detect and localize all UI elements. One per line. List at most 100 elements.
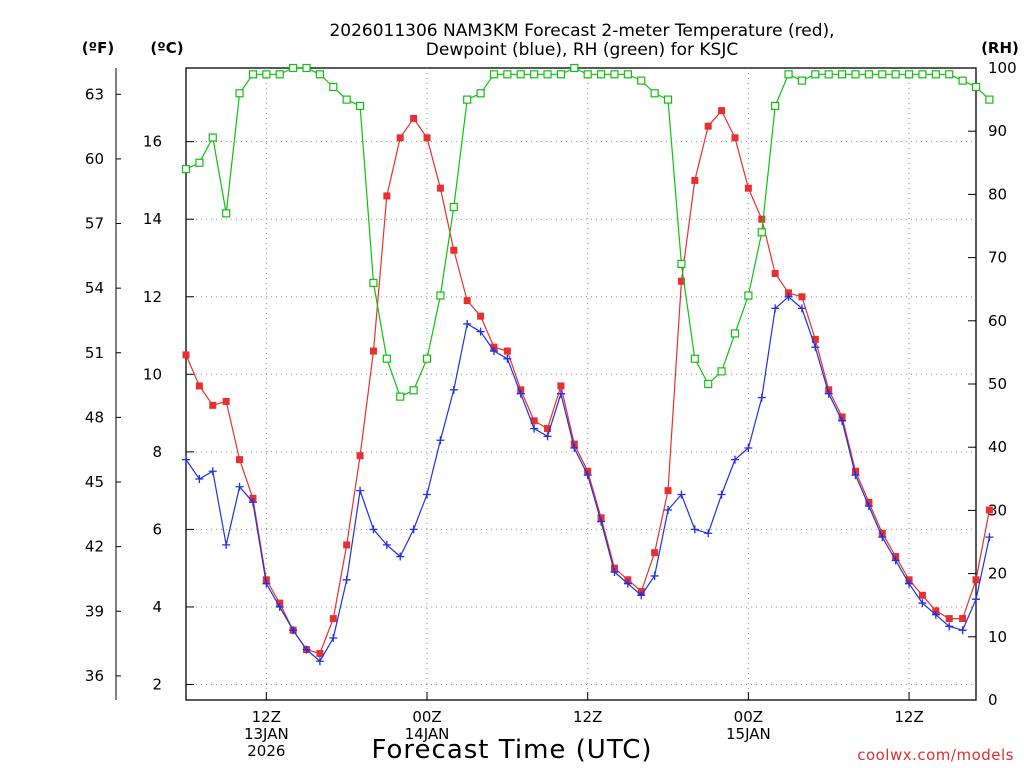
celsius-axis: 2 4 6 8 10 12 14 16 <box>143 133 194 693</box>
temperature-point <box>369 347 377 355</box>
rh-point <box>650 89 659 98</box>
rh-point <box>422 354 432 363</box>
rh-tick-label: 20 <box>988 565 1007 583</box>
dewpoint-point <box>945 622 954 631</box>
dewpoint-point <box>503 354 512 363</box>
dewpoint-point <box>436 436 445 445</box>
rh-tick-label: 0 <box>988 691 998 709</box>
temperature-point <box>718 107 726 115</box>
rh-point <box>262 70 271 79</box>
rh-tick-label: 30 <box>988 501 1007 519</box>
dewpoint-point <box>972 595 980 604</box>
chart-title-line-2: Dewpoint (blue), RH (green) for KSJC <box>426 40 738 60</box>
dewpoint-point <box>851 471 860 480</box>
temperature-point <box>436 184 444 192</box>
temperature-point <box>918 591 926 599</box>
temperature-point <box>316 649 324 657</box>
temperature-point <box>530 417 538 425</box>
rh-point <box>570 63 579 73</box>
dewpoint-point <box>423 490 432 499</box>
rh-point <box>663 95 673 104</box>
rh-point <box>958 76 967 85</box>
temperature-point <box>771 269 779 277</box>
rh-point <box>971 82 981 92</box>
rh-point <box>918 70 927 79</box>
temperature-point <box>758 215 766 223</box>
celsius-tick-label: 2 <box>152 675 162 693</box>
temperature-point <box>463 297 471 305</box>
fahrenheit-tick-label: 42 <box>85 538 104 556</box>
dewpoint-point <box>556 389 565 398</box>
dewpoint-point <box>757 393 766 402</box>
series-1 <box>182 292 994 666</box>
rh-point <box>637 76 646 85</box>
fahrenheit-tick-label: 57 <box>85 215 104 233</box>
rh-point <box>985 95 994 104</box>
dewpoint-point <box>891 556 900 565</box>
grid-lines <box>186 68 976 700</box>
rh-point <box>476 89 485 98</box>
dewpoint-point <box>302 645 311 654</box>
dewpoint-point <box>905 579 914 588</box>
dewpoint-point <box>342 575 351 584</box>
temperature-point <box>544 425 552 433</box>
celsius-tick-label: 6 <box>152 520 162 538</box>
dewpoint-point <box>864 502 873 511</box>
dewpoint-point <box>784 292 793 301</box>
dewpoint-point <box>878 533 887 542</box>
rh-point <box>208 133 217 142</box>
temperature-point <box>731 134 739 142</box>
temperature-point <box>691 176 699 184</box>
rh-point <box>516 70 525 79</box>
rh-point <box>824 70 833 79</box>
rh-point <box>355 101 365 111</box>
dewpoint-point <box>275 602 284 611</box>
dewpoint-point <box>610 568 619 577</box>
dewpoint-point <box>195 474 204 483</box>
fahrenheit-tick-label: 36 <box>85 667 104 685</box>
dewpoint-point <box>838 416 847 425</box>
dewpoint-point <box>329 633 338 642</box>
rh-point <box>315 70 324 79</box>
dewpoint-point <box>985 533 994 542</box>
rh-point <box>195 158 204 167</box>
temperature-point <box>972 576 980 584</box>
temperature-point <box>356 452 364 460</box>
rh-point <box>248 70 258 79</box>
rh-point <box>503 70 512 79</box>
fahrenheit-axis: 36 39 42 45 48 51 54 57 60 63 <box>85 85 121 685</box>
chart-title-line-1: 2026011306 NAM3KM Forecast 2-meter Tempe… <box>329 21 834 41</box>
series-line <box>185 67 990 398</box>
temperature-point <box>209 401 217 409</box>
rh-point <box>409 386 418 395</box>
rh-point <box>369 278 378 287</box>
dewpoint-point <box>489 347 498 356</box>
rh-point <box>757 228 766 237</box>
plot-frame <box>185 67 977 701</box>
celsius-tick-label: 8 <box>152 443 162 461</box>
temperature-point <box>396 134 404 142</box>
rh-point <box>851 70 860 79</box>
dewpoint-point <box>516 389 525 398</box>
rh-point <box>945 70 954 79</box>
rh-point <box>811 70 820 79</box>
temperature-point <box>651 549 659 557</box>
credit-text: coolwx.com/models <box>857 746 1014 764</box>
rh-point <box>489 70 499 79</box>
temperature-point <box>798 293 806 301</box>
celsius-unit-label: (ºC) <box>150 39 183 57</box>
temperature-point <box>423 134 431 142</box>
dewpoint-point <box>222 540 231 549</box>
rh-point <box>396 392 405 401</box>
rh-point <box>771 101 780 111</box>
rh-point <box>289 63 298 73</box>
dewpoint-point <box>918 599 927 608</box>
rh-point <box>181 165 191 174</box>
fahrenheit-tick-label: 48 <box>85 408 104 426</box>
fahrenheit-tick-label: 63 <box>85 85 104 103</box>
temperature-point <box>410 114 418 122</box>
temperature-point <box>477 312 485 320</box>
temperature-point <box>343 541 351 549</box>
